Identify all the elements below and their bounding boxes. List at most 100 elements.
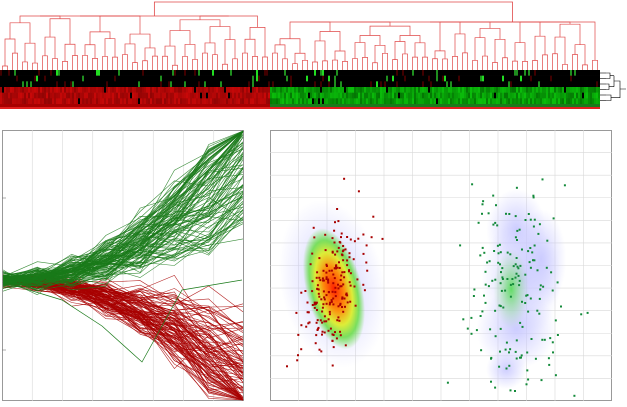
heatmap-cell: [152, 87, 155, 93]
heatmap-cell: [580, 92, 583, 99]
heatmap-cell: [62, 87, 65, 93]
scatter-point-red: [295, 311, 298, 314]
heatmap-cell: [574, 75, 577, 82]
heatmap-cell: [138, 70, 141, 76]
heatmap-cell: [282, 92, 285, 99]
scatter-point-green: [533, 244, 536, 247]
heatmap-cell: [160, 81, 163, 88]
heatmap-cell: [550, 75, 553, 82]
dendrogram-branch: [89, 31, 111, 45]
heatmap-cell: [86, 92, 89, 99]
profile-line-green: [2, 167, 244, 279]
scatter-point-red: [331, 364, 334, 367]
cluster-scatter-density-plot[interactable]: [270, 130, 612, 401]
scatter-point-red: [338, 319, 341, 322]
heatmap-cell: [256, 87, 259, 93]
heatmap-cell: [448, 70, 451, 76]
heatmap-cell: [186, 75, 189, 82]
dendrogram-branch: [399, 35, 421, 43]
heatmap-cell: [598, 81, 600, 88]
heatmap-cell: [588, 75, 591, 82]
heatmap-cell: [158, 98, 161, 104]
heatmap-cell: [324, 92, 327, 99]
heatmap-cell: [242, 81, 245, 88]
scatter-point-red: [336, 208, 339, 210]
scatter-point-red: [335, 265, 337, 268]
heatmap-cell: [318, 92, 321, 99]
heatmap-cell: [70, 92, 73, 99]
heatmap-cell: [518, 87, 521, 93]
scatter-point-red: [341, 306, 343, 308]
scatter-point-green: [538, 297, 541, 300]
heatmap-cell: [556, 81, 559, 88]
heatmap-cell: [298, 81, 301, 88]
heatmap-cell: [286, 98, 289, 104]
heatmap-cell: [140, 98, 143, 104]
scatter-point-red: [323, 320, 326, 323]
heatmap-cell: [174, 92, 177, 99]
heatmap-cell: [544, 87, 547, 93]
heatmap-cell: [142, 98, 145, 104]
heatmap-cell: [432, 81, 435, 88]
expression-profile-plot[interactable]: [2, 130, 244, 401]
heatmap-cell: [256, 75, 259, 82]
heatmap-cell: [586, 81, 589, 88]
heatmap-cell: [570, 98, 573, 104]
scatter-point-green: [554, 374, 557, 377]
heatmap-cell: [536, 75, 539, 82]
scatter-point-red: [334, 295, 337, 298]
scatter-point-green: [552, 217, 555, 220]
heatmap-cell: [250, 75, 253, 82]
heatmap-cell: [56, 92, 59, 99]
heatmap-cell: [98, 81, 101, 88]
heatmap-cell: [236, 87, 239, 93]
heatmap-cell: [210, 75, 213, 82]
heatmap-cell: [534, 75, 537, 82]
heatmap-cell: [366, 75, 369, 82]
heatmap-cell: [126, 98, 129, 104]
heatmap-cell: [248, 70, 251, 76]
scatter-point-red: [309, 263, 312, 266]
scatter-point-green: [527, 310, 530, 313]
profile-line-green: [2, 196, 244, 284]
heatmap-cell: [372, 92, 375, 99]
heatmap-cell: [168, 92, 171, 99]
heatmap-cell: [178, 87, 181, 93]
heatmap-cell: [20, 92, 23, 99]
heatmap-cell: [320, 81, 323, 88]
heatmap-cell: [280, 70, 283, 76]
scatter-point-green: [493, 250, 496, 252]
heatmap-cell: [558, 92, 561, 99]
heatmap-cell: [468, 81, 471, 88]
heatmap-cell: [154, 98, 157, 104]
heatmap-cell: [300, 70, 303, 76]
heatmap-cell: [0, 92, 3, 99]
scatter-point-red: [313, 303, 316, 306]
heatmap-cell: [6, 98, 9, 104]
heatmap-cell: [206, 87, 209, 93]
heatmap-cell: [4, 81, 7, 88]
heatmap-cell: [82, 98, 85, 104]
heatmap-cell: [578, 81, 581, 88]
scatter-point-red: [333, 241, 336, 244]
heatmap-cell: [422, 70, 425, 76]
heatmap-cell: [548, 70, 551, 76]
heatmap-cell: [198, 81, 201, 88]
heatmap-cell: [272, 75, 275, 82]
heatmap-cell: [348, 92, 351, 99]
heatmap-cell: [456, 75, 459, 82]
heatmap-cell: [6, 70, 9, 76]
heatmap-cell: [306, 92, 309, 99]
heatmap-cell: [84, 87, 87, 93]
heatmap-cell: [44, 81, 47, 88]
heatmap-cell: [166, 98, 169, 104]
heatmap-cell: [510, 87, 513, 93]
heatmap-cell: [440, 70, 443, 76]
heatmap-cell: [498, 98, 501, 104]
heatmap-cell: [538, 92, 541, 99]
heatmap-cell: [18, 92, 21, 99]
scatter-point-green: [548, 363, 551, 366]
heatmap-cell: [20, 70, 23, 76]
dendrogram-branch: [44, 36, 56, 59]
heatmap-cell: [382, 98, 385, 104]
